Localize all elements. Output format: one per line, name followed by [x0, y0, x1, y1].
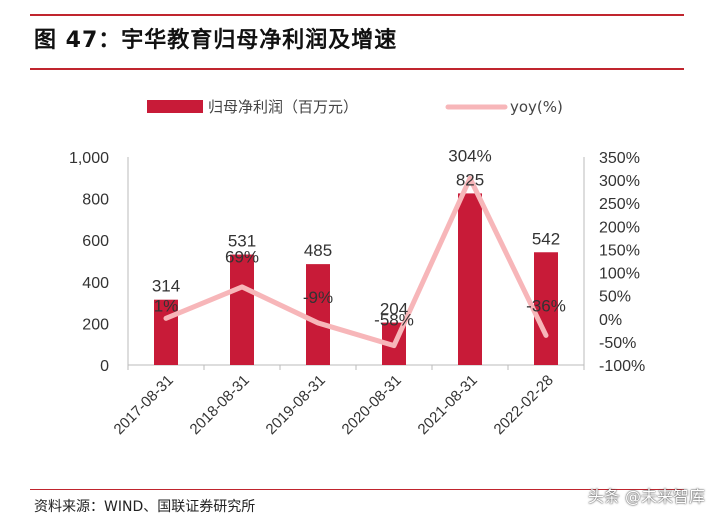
x-axis-category-label: 2018-08-31	[187, 372, 253, 438]
title-bottom-rule	[30, 68, 684, 70]
bar-value-label: 542	[532, 229, 560, 248]
bar	[534, 252, 558, 365]
right-axis-tick-label: 300%	[599, 173, 640, 190]
right-axis-tick-label: -50%	[599, 335, 636, 352]
left-axis-tick-label: 200	[82, 316, 109, 333]
legend-label-bar: 归母净利润（百万元）	[208, 98, 358, 116]
legend-swatch-bar	[147, 100, 203, 113]
watermark: 头条 @未来智库	[587, 487, 705, 506]
left-axis-tick-label: 600	[82, 233, 109, 250]
right-axis-tick-label: 200%	[599, 219, 640, 236]
right-axis-tick-label: 100%	[599, 266, 640, 283]
left-axis-tick-label: 0	[100, 358, 109, 375]
right-axis-tick-label: 0%	[599, 312, 622, 329]
yoy-value-label: -36%	[526, 296, 566, 315]
source-note: 资料来源：WIND、国联证券研究所	[34, 499, 256, 515]
x-axis-category-label: 2021-08-31	[415, 372, 481, 438]
left-axis-tick-label: 800	[82, 192, 109, 209]
x-axis-category-label: 2020-08-31	[339, 372, 405, 438]
bar	[306, 264, 330, 365]
legend-label-line: yoy(%)	[510, 98, 563, 116]
right-axis-tick-label: 150%	[599, 242, 640, 259]
chart: 归母净利润（百万元） yoy(%) 0 200 400 600 800 1,000 -100% -…	[69, 98, 645, 438]
yoy-value-label: -58%	[374, 311, 414, 330]
left-axis-tick-label: 1,000	[69, 150, 109, 167]
bar-value-label: 314	[152, 277, 180, 296]
bar	[230, 254, 254, 365]
bar-value-label: 825	[456, 170, 484, 189]
yoy-value-label: -9%	[303, 288, 333, 307]
right-axis-tick-label: -100%	[599, 358, 645, 375]
bar	[458, 193, 482, 365]
title-top-rule	[30, 14, 684, 16]
x-axis-category-label: 2022-02-28	[491, 372, 557, 438]
bar-value-label: 531	[228, 232, 256, 251]
right-axis-tick-label: 350%	[599, 150, 640, 167]
right-axis-tick-label: 250%	[599, 196, 640, 213]
yoy-line	[163, 175, 549, 349]
x-axis-category-label: 2017-08-31	[111, 372, 177, 438]
yoy-value-label: 304%	[448, 146, 491, 165]
x-axis-category-label: 2019-08-31	[263, 372, 329, 438]
left-axis-tick-label: 400	[82, 275, 109, 292]
yoy-value-label: 1%	[154, 297, 179, 316]
bar-value-label: 485	[304, 241, 332, 260]
bar-value-label: 204	[380, 300, 408, 319]
yoy-value-label: 69%	[225, 248, 259, 267]
right-axis-tick-label: 50%	[599, 289, 631, 306]
page-title: 图 47：宇华教育归母净利润及增速	[34, 28, 398, 53]
footer-rule	[30, 489, 684, 490]
bar	[154, 299, 178, 365]
